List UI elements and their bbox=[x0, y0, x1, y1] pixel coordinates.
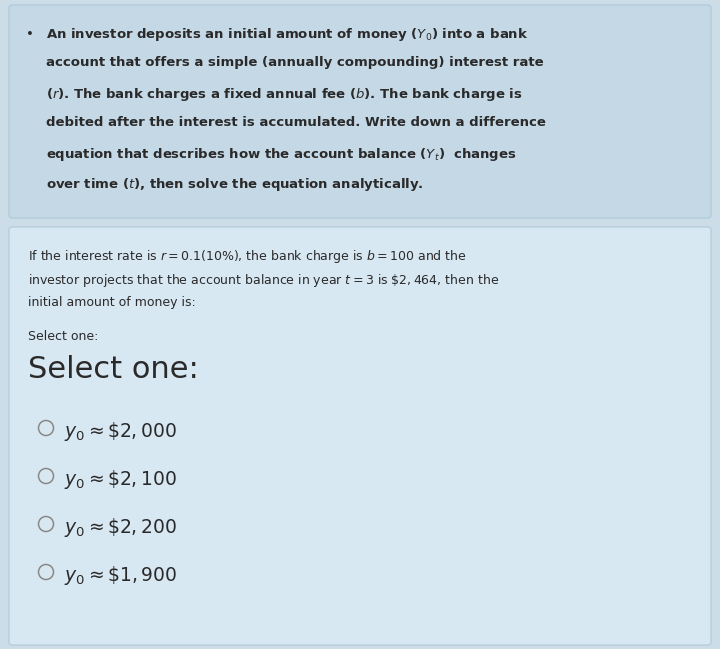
Text: $y_0 \approx \$2,100$: $y_0 \approx \$2,100$ bbox=[63, 468, 176, 491]
Text: $y_0 \approx \$2,000$: $y_0 \approx \$2,000$ bbox=[63, 420, 176, 443]
FancyBboxPatch shape bbox=[9, 227, 711, 645]
Text: An investor deposits an initial amount of money ($\mathit{Y_0}$) into a bank: An investor deposits an initial amount o… bbox=[46, 26, 528, 43]
FancyBboxPatch shape bbox=[9, 5, 711, 218]
Text: $y_0 \approx \$1,900$: $y_0 \approx \$1,900$ bbox=[63, 564, 177, 587]
Text: account that offers a simple (annually compounding) interest rate: account that offers a simple (annually c… bbox=[46, 56, 544, 69]
Text: If the interest rate is $r = 0.1(10\%)$, the bank charge is $b = 100$ and the: If the interest rate is $r = 0.1(10\%)$,… bbox=[28, 248, 467, 265]
Text: debited after the interest is accumulated. Write down a difference: debited after the interest is accumulate… bbox=[46, 116, 546, 129]
Text: Select one:: Select one: bbox=[28, 355, 199, 384]
Text: •: • bbox=[26, 28, 34, 41]
Text: ($\mathit{r}$). The bank charges a fixed annual fee ($\mathit{b}$). The bank cha: ($\mathit{r}$). The bank charges a fixed… bbox=[46, 86, 523, 103]
Text: Select one:: Select one: bbox=[28, 330, 99, 343]
Text: over time ($\mathit{t}$), then solve the equation analytically.: over time ($\mathit{t}$), then solve the… bbox=[46, 176, 423, 193]
Text: initial amount of money is:: initial amount of money is: bbox=[28, 296, 196, 309]
Text: investor projects that the account balance in year $t = 3$ is $\$2,464$, then th: investor projects that the account balan… bbox=[28, 272, 499, 289]
Text: $y_0 \approx \$2,200$: $y_0 \approx \$2,200$ bbox=[63, 516, 176, 539]
Text: equation that describes how the account balance ($\mathit{Y_t}$)  changes: equation that describes how the account … bbox=[46, 146, 517, 163]
